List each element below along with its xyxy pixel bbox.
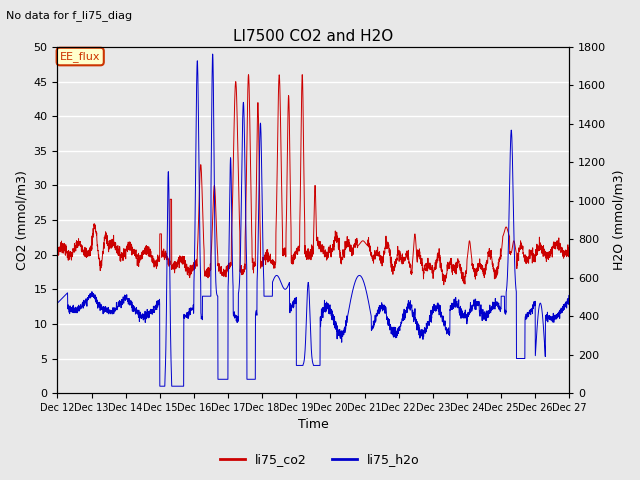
Legend: li75_co2, li75_h2o: li75_co2, li75_h2o	[215, 448, 425, 471]
Title: LI7500 CO2 and H2O: LI7500 CO2 and H2O	[233, 29, 394, 44]
Text: EE_flux: EE_flux	[60, 51, 100, 62]
Text: No data for f_li75_diag: No data for f_li75_diag	[6, 10, 132, 21]
X-axis label: Time: Time	[298, 419, 329, 432]
Y-axis label: H2O (mmol/m3): H2O (mmol/m3)	[612, 170, 625, 270]
Y-axis label: CO2 (mmol/m3): CO2 (mmol/m3)	[15, 170, 28, 270]
